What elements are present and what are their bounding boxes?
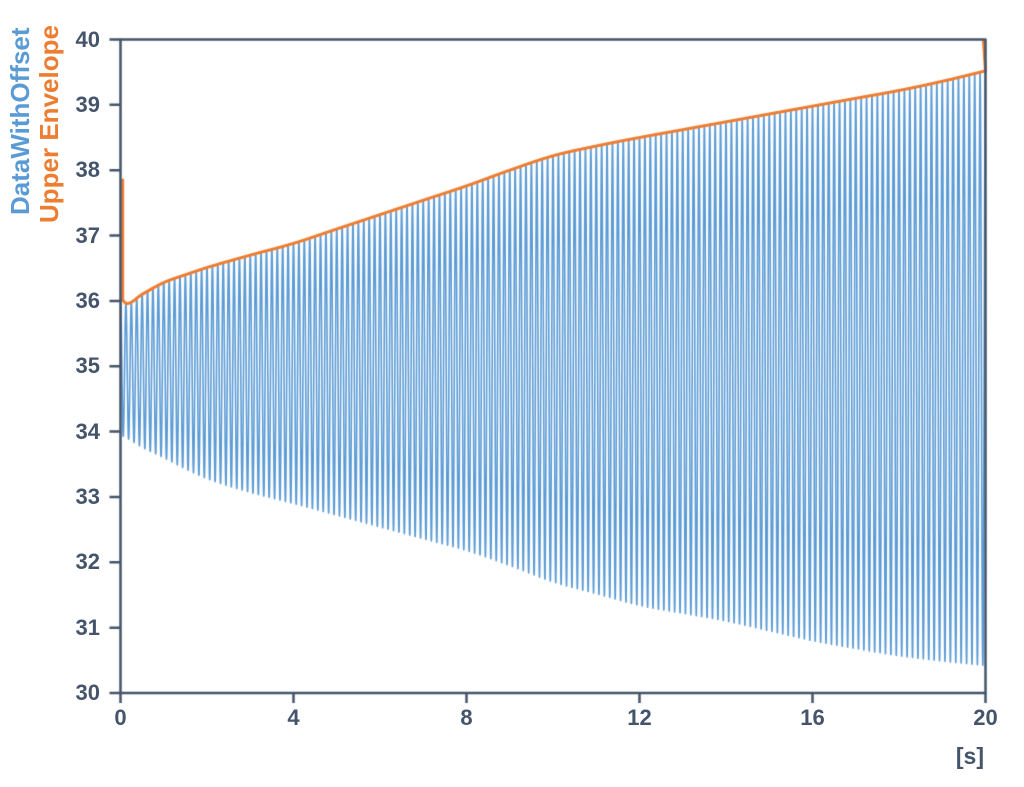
y-axis-tick-label: 31 xyxy=(75,614,100,640)
x-axis-tick-label: 12 xyxy=(627,705,652,730)
y-axis-tick-label: 40 xyxy=(75,26,100,52)
y-axis-tick-label: 39 xyxy=(75,91,100,117)
series-label-datawithoffset: DataWithOffset xyxy=(5,27,35,215)
y-axis-tick-label: 32 xyxy=(75,549,100,575)
y-axis-tick-label: 36 xyxy=(75,287,100,313)
series-label-upper-envelope: Upper Envelope xyxy=(34,25,64,223)
x-axis-unit-label: [s] xyxy=(955,743,984,769)
y-axis-tick-label: 35 xyxy=(75,353,100,379)
y-axis-tick-label: 30 xyxy=(75,680,100,705)
y-axis-tick-label: 38 xyxy=(75,157,100,183)
x-axis-tick-label: 8 xyxy=(460,705,473,730)
x-axis-tick-label: 4 xyxy=(287,705,300,730)
y-axis-tick-label: 37 xyxy=(75,222,100,248)
x-axis-tick-label: 20 xyxy=(973,705,998,730)
x-axis-tick-label: 16 xyxy=(800,705,825,730)
y-axis-tick-label: 34 xyxy=(75,418,100,444)
x-axis-tick-label: 0 xyxy=(114,705,127,730)
y-axis-tick-label: 33 xyxy=(75,483,100,509)
